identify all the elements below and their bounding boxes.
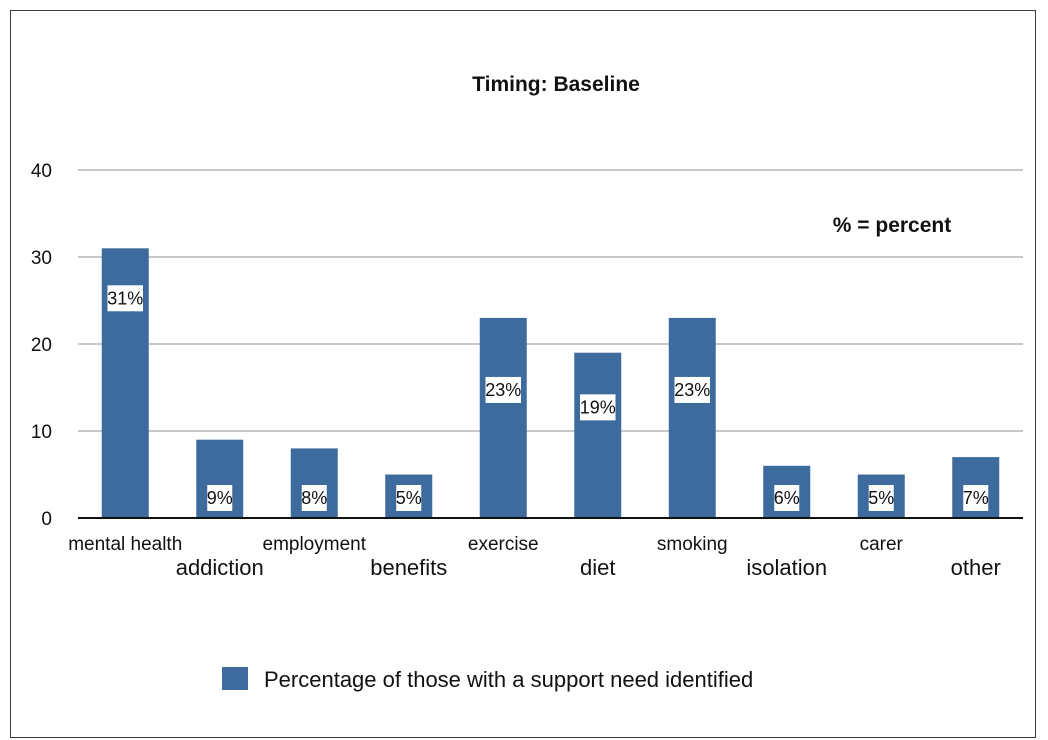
x-tick-label: employment <box>263 534 367 555</box>
x-tick-label: exercise <box>468 534 539 555</box>
data-label: 5% <box>396 488 422 508</box>
x-tick-label: benefits <box>370 555 447 580</box>
data-label-box <box>207 485 233 511</box>
axes: 0 10 20 30 40 mental healthaddictionemploymen… <box>31 161 1023 580</box>
data-label: 8% <box>301 488 327 508</box>
data-label-box <box>580 394 616 421</box>
data-label-box <box>674 376 710 403</box>
legend-label: Percentage of those with a support need … <box>264 667 753 692</box>
data-label-box <box>485 376 521 403</box>
data-label-box <box>107 285 143 312</box>
y-tick-label: 30 <box>31 248 52 269</box>
x-tick-label: isolation <box>746 555 827 580</box>
x-tick-label: carer <box>860 534 904 555</box>
data-label: 6% <box>774 488 800 508</box>
data-label: 19% <box>580 397 616 417</box>
legend-swatch <box>222 667 248 690</box>
x-tick-label: smoking <box>657 534 728 555</box>
gridlines <box>78 169 1023 432</box>
data-label: 7% <box>963 488 989 508</box>
data-label: 23% <box>674 380 710 400</box>
data-label-box <box>301 485 327 511</box>
y-tick-label: 0 <box>41 509 52 530</box>
data-label-box <box>774 485 800 511</box>
data-label: 31% <box>107 288 143 308</box>
data-label-box <box>963 485 989 511</box>
bar <box>479 317 527 518</box>
chart-title: Timing: Baseline <box>472 73 640 96</box>
y-tick-label: 40 <box>31 161 52 182</box>
data-label: 9% <box>207 488 233 508</box>
data-label: 23% <box>485 380 521 400</box>
bar <box>574 352 622 518</box>
percent-note: % = percent <box>833 214 951 237</box>
x-tick-label: other <box>951 555 1001 580</box>
y-tick-label: 10 <box>31 422 52 443</box>
data-label-box <box>396 485 422 511</box>
x-tick-label: diet <box>580 555 615 580</box>
x-tick-label: mental health <box>68 534 182 555</box>
data-label: 5% <box>868 488 894 508</box>
data-label-box <box>868 485 894 511</box>
legend: Percentage of those with a support need … <box>222 667 753 692</box>
bar <box>668 317 716 518</box>
data-labels: 31% 9% 8% 5% 23% 19% 23% 6% 5% 7% <box>107 285 989 511</box>
bars <box>101 248 1000 519</box>
x-tick-label: addiction <box>176 555 264 580</box>
y-tick-label: 20 <box>31 335 52 356</box>
